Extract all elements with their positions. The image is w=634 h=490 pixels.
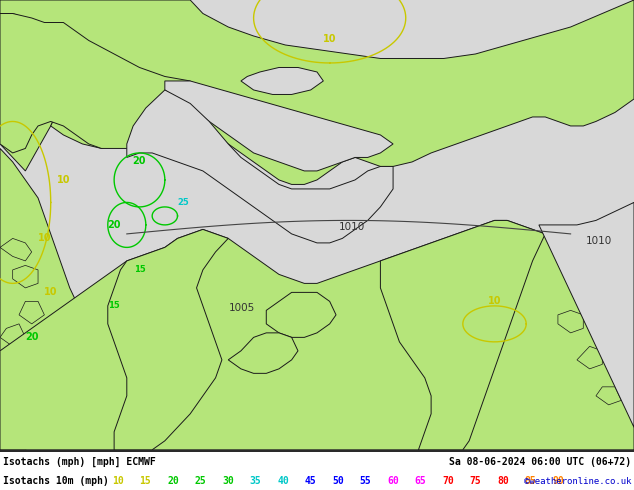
Polygon shape: [0, 202, 634, 450]
Text: 80: 80: [497, 476, 509, 486]
Text: 1010: 1010: [586, 236, 612, 245]
Text: 40: 40: [277, 476, 289, 486]
Polygon shape: [0, 239, 32, 261]
Polygon shape: [0, 14, 190, 153]
Polygon shape: [0, 0, 634, 184]
Text: 60: 60: [387, 476, 399, 486]
Text: 1010: 1010: [339, 222, 365, 232]
Text: 55: 55: [359, 476, 372, 486]
Text: 1005: 1005: [229, 303, 256, 313]
Text: 20: 20: [167, 476, 179, 486]
Text: Isotachs (mph) [mph] ECMWF: Isotachs (mph) [mph] ECMWF: [3, 457, 156, 467]
Polygon shape: [0, 0, 114, 171]
Text: 85: 85: [524, 476, 536, 486]
Text: 15: 15: [108, 301, 120, 310]
Text: 20: 20: [133, 156, 146, 167]
Polygon shape: [0, 324, 25, 346]
Polygon shape: [108, 229, 228, 450]
Text: Isotachs 10m (mph): Isotachs 10m (mph): [3, 476, 109, 486]
Polygon shape: [241, 68, 323, 95]
Polygon shape: [266, 293, 336, 337]
Text: 45: 45: [304, 476, 316, 486]
Text: 35: 35: [250, 476, 261, 486]
Text: 30: 30: [222, 476, 234, 486]
Text: 75: 75: [470, 476, 481, 486]
Text: 10: 10: [37, 233, 51, 244]
Polygon shape: [19, 301, 44, 324]
Polygon shape: [558, 310, 583, 333]
Text: 90: 90: [552, 476, 564, 486]
Polygon shape: [596, 387, 621, 405]
Text: 70: 70: [442, 476, 454, 486]
Text: 15: 15: [139, 476, 152, 486]
Polygon shape: [577, 346, 602, 369]
Polygon shape: [127, 90, 393, 243]
Text: 50: 50: [332, 476, 344, 486]
Text: 10: 10: [323, 34, 337, 44]
Text: Sa 08-06-2024 06:00 UTC (06+72): Sa 08-06-2024 06:00 UTC (06+72): [449, 457, 631, 467]
Text: 15: 15: [134, 266, 145, 274]
Polygon shape: [380, 220, 545, 450]
Text: 10: 10: [44, 287, 58, 297]
Polygon shape: [13, 266, 38, 288]
Text: 10: 10: [56, 175, 70, 185]
Polygon shape: [51, 99, 127, 148]
Text: 65: 65: [415, 476, 427, 486]
Text: ©weatheronline.co.uk: ©weatheronline.co.uk: [524, 477, 631, 486]
Text: 25: 25: [178, 198, 190, 207]
Text: 10: 10: [112, 476, 124, 486]
Text: 10: 10: [488, 296, 501, 306]
Text: 20: 20: [25, 332, 39, 343]
Polygon shape: [539, 202, 634, 427]
Text: 20: 20: [107, 220, 121, 230]
Polygon shape: [165, 81, 393, 171]
Text: 25: 25: [195, 476, 207, 486]
Polygon shape: [228, 333, 298, 373]
Polygon shape: [0, 148, 82, 450]
